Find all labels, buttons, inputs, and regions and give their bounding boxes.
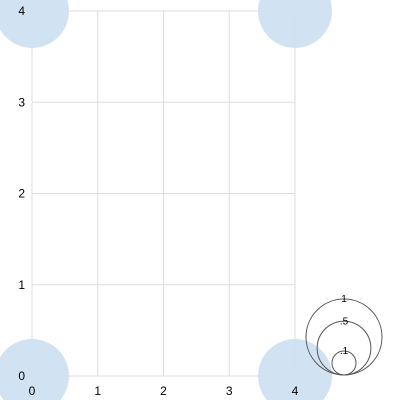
size-legend-label-0: 1 xyxy=(341,294,347,305)
x-tick-label-0: 0 xyxy=(29,384,36,398)
size-legend-label-1: .5 xyxy=(340,316,349,327)
bubble-0-2 xyxy=(0,339,69,400)
y-tick-label-0: 0 xyxy=(18,369,25,383)
size-legend-circle-0 xyxy=(305,298,383,376)
x-tick-label-4: 4 xyxy=(292,384,299,398)
bubbles xyxy=(0,0,332,400)
bubble-0-1 xyxy=(258,0,332,48)
size-legend-label-2: .1 xyxy=(340,346,349,357)
x-tick-label-2: 2 xyxy=(160,384,167,398)
y-tick-label-4: 4 xyxy=(18,4,25,18)
bubble-0-3 xyxy=(258,339,332,400)
y-tick-label-2: 2 xyxy=(18,187,25,201)
x-tick-label-1: 1 xyxy=(94,384,101,398)
grid xyxy=(31,10,296,377)
x-axis-ticks: 0 1 2 3 4 xyxy=(29,384,299,398)
x-tick-label-3: 3 xyxy=(226,384,233,398)
y-axis-ticks: 0 1 2 3 4 xyxy=(18,4,25,383)
size-legend: 1 .5 .1 xyxy=(305,294,383,376)
y-tick-label-3: 3 xyxy=(18,95,25,109)
y-tick-label-1: 1 xyxy=(18,278,25,292)
bubble-0-0 xyxy=(0,0,69,48)
size-legend-circle-2 xyxy=(331,350,357,376)
